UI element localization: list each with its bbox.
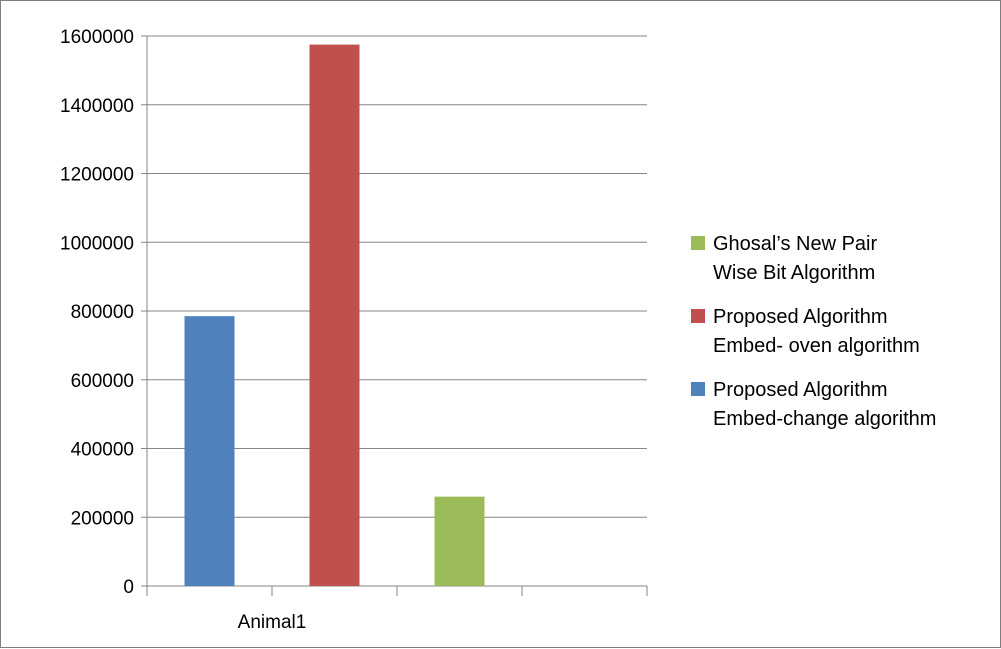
legend-label: Proposed Algorithm bbox=[713, 306, 888, 328]
y-tick-label: 600000 bbox=[71, 371, 134, 392]
legend: Ghosal’s New Pair Wise Bit Algorithm Propo… bbox=[691, 233, 936, 430]
y-tick-label: 1600000 bbox=[60, 27, 134, 48]
legend-swatch bbox=[691, 382, 705, 396]
x-tick-label: Animal1 bbox=[238, 612, 307, 633]
legend-label: Embed-change algorithm bbox=[713, 408, 936, 430]
y-tick-label: 1400000 bbox=[60, 96, 134, 117]
bar bbox=[434, 496, 485, 586]
bars bbox=[184, 44, 485, 586]
legend-swatch bbox=[691, 236, 705, 250]
x-axis-ticks: Animal1 bbox=[146, 586, 648, 633]
y-axis-ticks: 0 200000 400000 600000 800000 1000000 1200000 1… bbox=[60, 27, 147, 598]
y-tick-label: 400000 bbox=[71, 440, 134, 461]
y-tick-label: 1200000 bbox=[60, 165, 134, 186]
legend-label: Proposed Algorithm bbox=[713, 379, 888, 401]
legend-swatch bbox=[691, 309, 705, 323]
y-tick-label: 0 bbox=[123, 577, 134, 598]
legend-label: Ghosal’s New Pair bbox=[713, 233, 877, 255]
y-tick-label: 200000 bbox=[71, 508, 134, 529]
y-tick-label: 1000000 bbox=[60, 233, 134, 254]
legend-label: Embed- oven algorithm bbox=[713, 335, 920, 357]
y-tick-label: 800000 bbox=[71, 302, 134, 323]
bar bbox=[309, 44, 360, 586]
legend-label: Wise Bit Algorithm bbox=[713, 262, 875, 284]
bar bbox=[184, 316, 235, 586]
